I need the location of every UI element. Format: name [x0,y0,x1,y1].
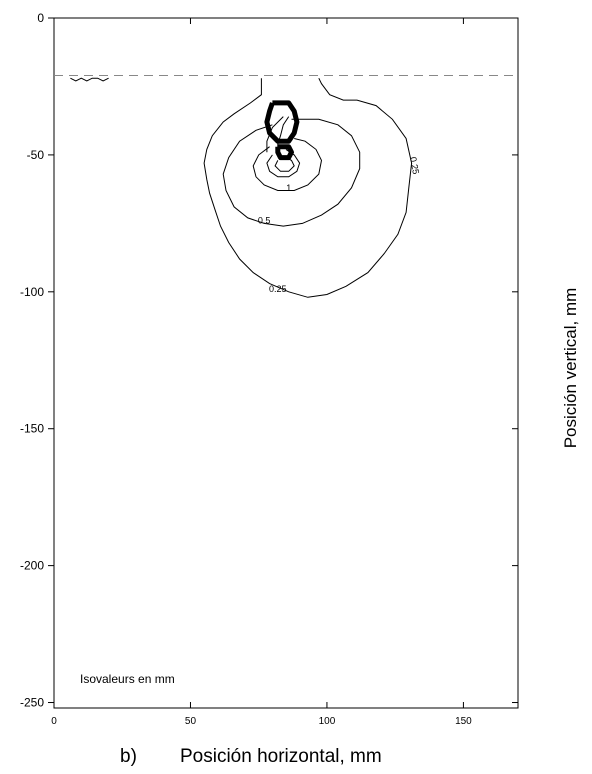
y-tick-label: -200 [20,559,44,573]
y-tick-label: -50 [27,148,45,162]
y-tick-label: 0 [37,11,44,25]
annotation-text: Isovaleurs en mm [80,672,175,686]
contour-line [222,118,361,227]
contour-line [203,77,413,298]
contour-lines [70,77,413,298]
x-tick-label: 50 [185,716,197,727]
x-axis-ticks: 0 50 100 150 [51,18,472,727]
contour-line-heavy [264,100,300,144]
contour-line [252,138,323,191]
contour-label: 0.25 [269,284,287,294]
panel-label: b) [120,746,137,767]
contour-line [274,157,295,172]
contour-line [70,77,109,82]
contour-labels: 0.25 0.25 0.5 1 [258,156,421,294]
contour-label: 0.5 [258,216,271,226]
x-tick-label: 100 [319,716,336,727]
y-axis-label: Posición vertical, mm [561,288,580,449]
contour-line-heavy [275,144,294,161]
x-tick-label: 0 [51,716,57,727]
y-axis-ticks: 0 -50 -100 -150 -200 -250 [20,11,518,710]
plot-frame [53,17,519,709]
contour-line [266,148,301,178]
x-tick-label: 150 [455,716,472,727]
contour-label: 1 [286,183,291,193]
x-axis-label: Posición horizontal, mm [180,746,382,767]
y-tick-label: -100 [20,285,44,299]
y-tick-label: -250 [20,696,44,710]
y-tick-label: -150 [20,422,44,436]
contour-label: 0.25 [408,156,421,175]
